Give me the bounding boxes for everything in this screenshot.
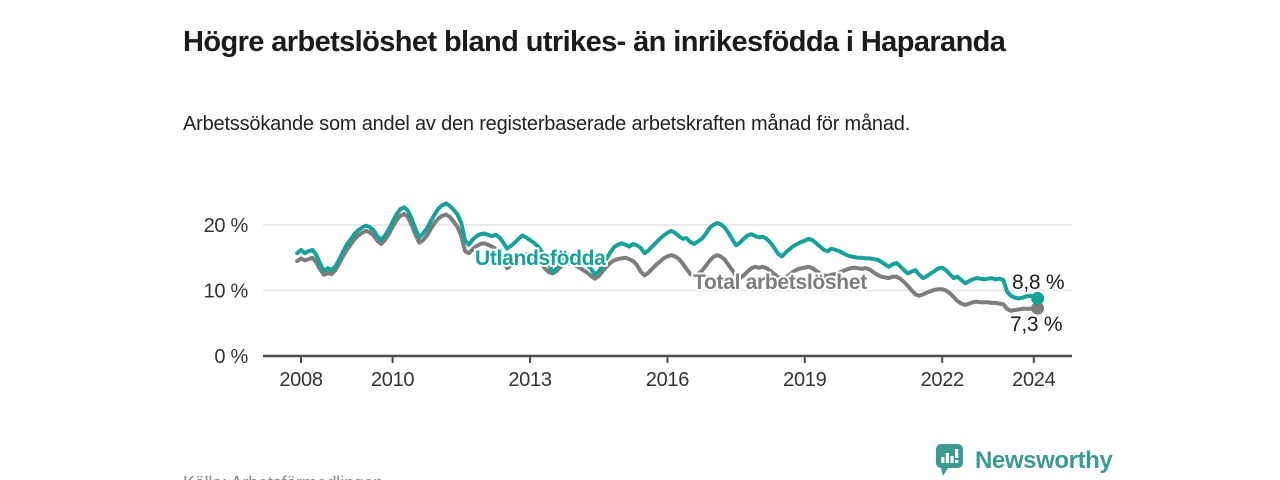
y-tick-label: 0 %: [214, 346, 248, 368]
y-tick-label: 10 %: [204, 281, 249, 303]
series-label-total-arbetsloshet: Total arbetslöshet: [693, 271, 867, 294]
end-value-label-total: 7,3 %: [1010, 313, 1062, 336]
x-tick-label: 2016: [646, 369, 689, 391]
newsworthy-logo-icon: [936, 444, 963, 476]
x-tick-label: 2022: [921, 369, 964, 391]
newsworthy-wordmark: Newsworthy: [975, 447, 1113, 474]
x-tick-label: 2008: [279, 369, 322, 391]
x-tick-label: 2010: [371, 369, 414, 391]
series-label-utlandsfodda: Utlandsfödda: [475, 247, 606, 270]
x-tick-label: 2024: [1012, 369, 1055, 391]
source-credit: Källa: Arbetsförmedlingen: [183, 473, 383, 480]
series-end-dot-0: [1031, 291, 1045, 305]
x-tick-label: 2019: [783, 369, 826, 391]
series-line-0: [295, 201, 1040, 301]
page-title: Högre arbetslöshet bland utrikes- än inr…: [183, 26, 1006, 59]
y-tick-label: 20 %: [204, 215, 249, 237]
series-end-dot-1: [1031, 301, 1045, 315]
bar-chart-glyph: [941, 449, 959, 463]
series-line-1: [295, 211, 1040, 313]
speech-bubble-shape: [936, 444, 963, 476]
end-value-label-utlandsfodda: 8,8 %: [1012, 271, 1064, 294]
page-subtitle: Arbetssökande som andel av den registerb…: [183, 113, 911, 135]
newsworthy-brand: Newsworthy: [936, 444, 1113, 479]
chart-plot-area: 0 % 10 % 20 % 2008 2010 2013 2016 2019 2022 2024: [204, 201, 1072, 391]
x-tick-label: 2013: [508, 369, 551, 391]
